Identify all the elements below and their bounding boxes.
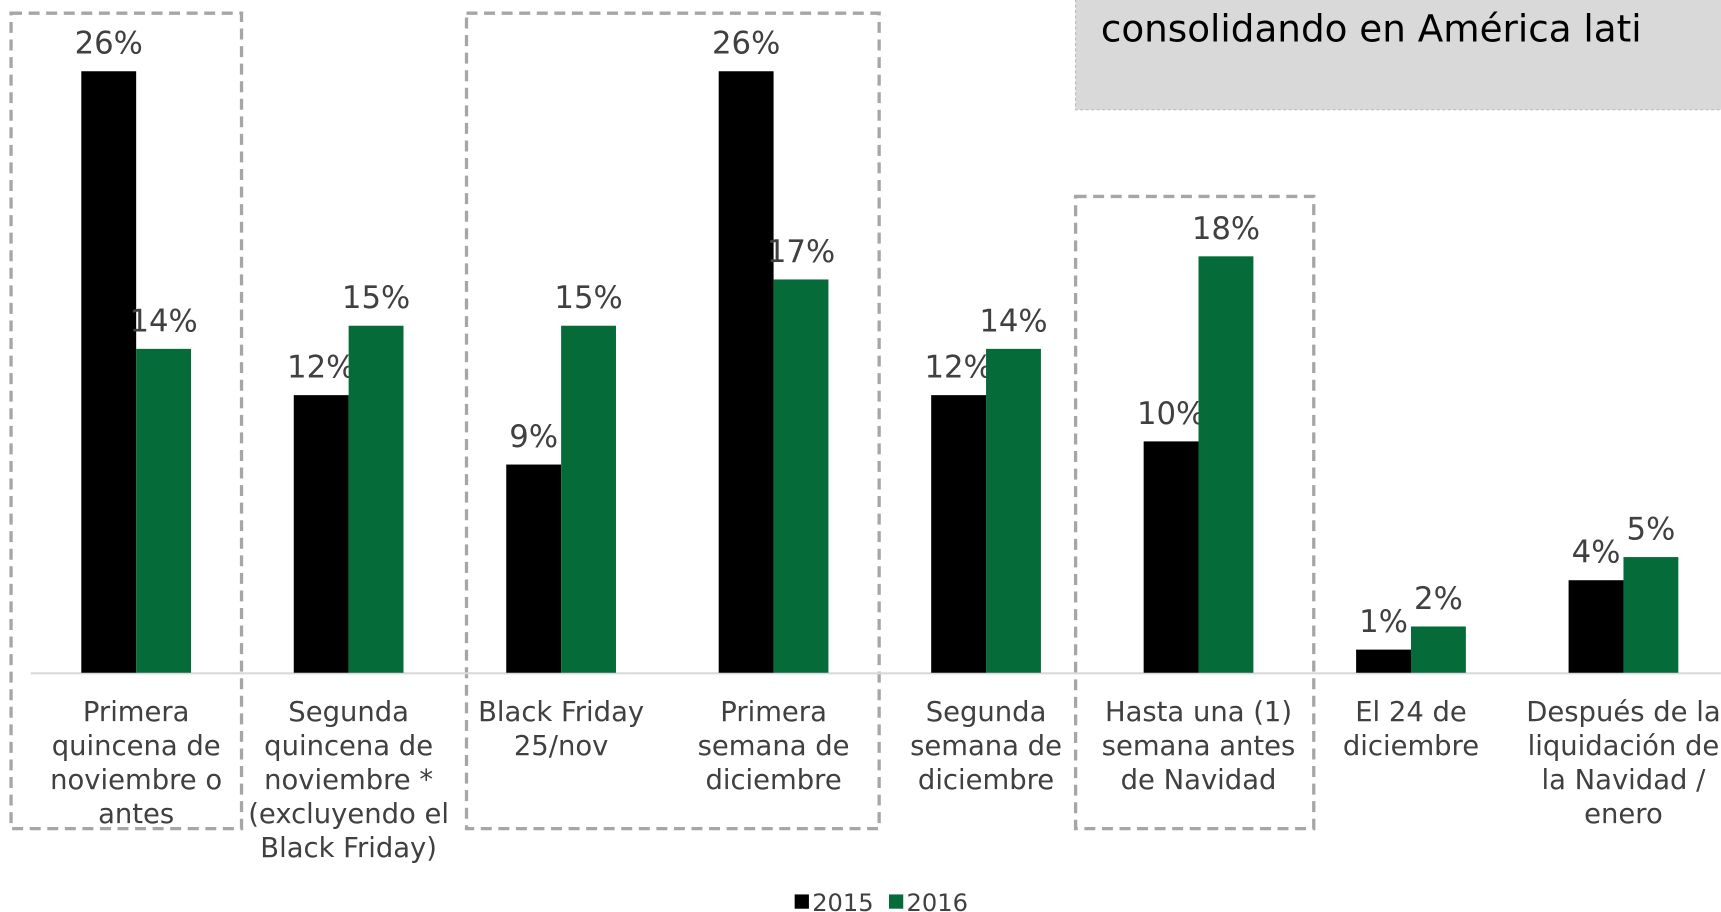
data-label: 15% <box>554 280 622 316</box>
chart-title: consolidando en América lati <box>1101 7 1642 51</box>
x-tick-label: Primera semana de diciembre <box>698 697 850 796</box>
bar <box>1356 649 1411 673</box>
x-tick-label: Black Friday 25/nov <box>478 697 644 762</box>
bar <box>718 71 774 673</box>
x-tick-label: Segunda semana de diciembre <box>910 697 1062 796</box>
data-label: 4% <box>1572 535 1621 571</box>
bar <box>773 279 829 673</box>
data-label: 10% <box>1137 396 1205 432</box>
data-label: 18% <box>1192 211 1260 247</box>
data-label: 17% <box>767 234 835 270</box>
data-label: 12% <box>287 350 355 386</box>
data-label: 9% <box>509 419 558 455</box>
bar <box>1410 626 1466 673</box>
legend-label: 2015 <box>812 889 873 912</box>
data-label: 26% <box>75 26 143 62</box>
bar <box>986 348 1041 673</box>
legend-swatch <box>888 894 904 909</box>
highlight-box <box>9 11 244 831</box>
data-label: 5% <box>1627 512 1676 548</box>
x-tick-label: Después de la liquidación de la Navidad / e… <box>1526 697 1720 830</box>
legend-swatch <box>794 894 809 909</box>
bar <box>561 325 616 673</box>
x-tick-label: El 24 de diciembre <box>1343 697 1479 762</box>
highlight-box <box>1073 194 1316 831</box>
bar <box>81 71 137 673</box>
bar <box>506 464 562 673</box>
x-tick-label: Primera quincena de noviembre o antes <box>50 697 222 830</box>
bar <box>348 325 404 673</box>
x-tick-label: Hasta una (1) semana antes de Navidad <box>1102 697 1296 796</box>
title-box <box>1075 0 1721 111</box>
data-label: 14% <box>129 303 197 339</box>
legend-label: 2016 <box>907 889 968 912</box>
bar <box>1143 441 1199 673</box>
data-label: 26% <box>712 26 780 62</box>
x-tick-label: Segunda quincena de noviembre * (excluyendo… <box>248 697 449 864</box>
data-label: 14% <box>979 303 1047 339</box>
bar <box>1198 256 1254 673</box>
bar <box>931 395 987 673</box>
bar <box>293 395 349 673</box>
data-label: 15% <box>342 280 410 316</box>
bar <box>1568 580 1624 673</box>
data-label: 2% <box>1414 581 1463 617</box>
data-label: 12% <box>924 350 992 386</box>
bar <box>136 348 192 673</box>
bar <box>1623 557 1679 673</box>
data-label: 1% <box>1359 604 1408 640</box>
